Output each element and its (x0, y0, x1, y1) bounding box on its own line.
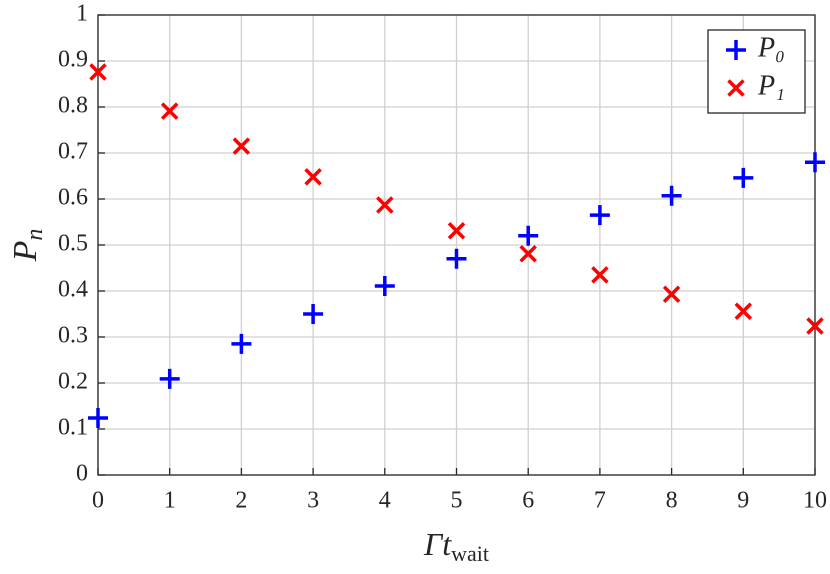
data-point (805, 152, 825, 173)
x-tick-label: 6 (522, 488, 534, 514)
data-point (446, 248, 467, 269)
data-point (661, 185, 682, 206)
x-tick-label: 10 (803, 488, 827, 514)
x-tick-label: 2 (235, 488, 247, 514)
x-tick-label: 3 (307, 488, 319, 514)
y-axis-label-sub: n (22, 229, 48, 241)
y-tick-label: 0.5 (58, 231, 88, 257)
x-tick-label: 9 (737, 488, 749, 514)
x-tick-label: 5 (451, 488, 463, 514)
data-point (447, 222, 466, 240)
x-tick-label: 1 (164, 488, 176, 514)
legend-label: P₀ (757, 32, 785, 63)
plot-frame (97, 14, 816, 476)
y-tick-label: 0.2 (58, 369, 88, 395)
data-point (159, 368, 180, 389)
data-point (806, 317, 824, 335)
data-point (591, 266, 609, 284)
x-axis-label-sub: wait (451, 541, 489, 566)
x-tick-label: 7 (594, 488, 606, 514)
y-tick-label: 0.1 (58, 415, 88, 441)
y-tick-label: 0.7 (58, 139, 88, 165)
y-tick-label: 0.6 (58, 185, 88, 211)
y-axis-label: Pn (7, 229, 48, 263)
data-point (518, 225, 539, 246)
data-point (89, 63, 107, 81)
x-axis-label-main: Γt (423, 526, 452, 562)
data-point (88, 407, 108, 428)
y-axis-label-main: P (7, 241, 44, 263)
y-tick-label: 0.9 (58, 47, 88, 73)
data-point (374, 275, 395, 296)
x-tick-label: 4 (379, 488, 391, 514)
data-point (160, 102, 179, 120)
data-point (232, 137, 251, 155)
data-point (519, 245, 537, 263)
legend-marker (727, 79, 745, 97)
x-tick-label: 8 (666, 488, 678, 514)
x-tick-label: 0 (92, 488, 104, 514)
data-point (376, 196, 394, 214)
y-tick-label: 0.8 (58, 93, 88, 119)
data-point (733, 167, 754, 188)
y-tick-label: 0.4 (58, 277, 88, 303)
data-point (662, 285, 681, 303)
x-axis-label: Γtwait (423, 526, 489, 566)
data-point (304, 168, 322, 186)
data-point (303, 304, 324, 324)
legend-marker (726, 40, 746, 60)
data-point (231, 333, 252, 354)
y-tick-label: 1 (76, 1, 88, 27)
y-tick-label: 0 (76, 461, 88, 487)
y-tick-label: 0.3 (58, 323, 88, 349)
data-point (589, 205, 610, 226)
legend-label: P₁ (757, 70, 785, 101)
legend-box (707, 29, 806, 114)
data-point (734, 302, 753, 320)
